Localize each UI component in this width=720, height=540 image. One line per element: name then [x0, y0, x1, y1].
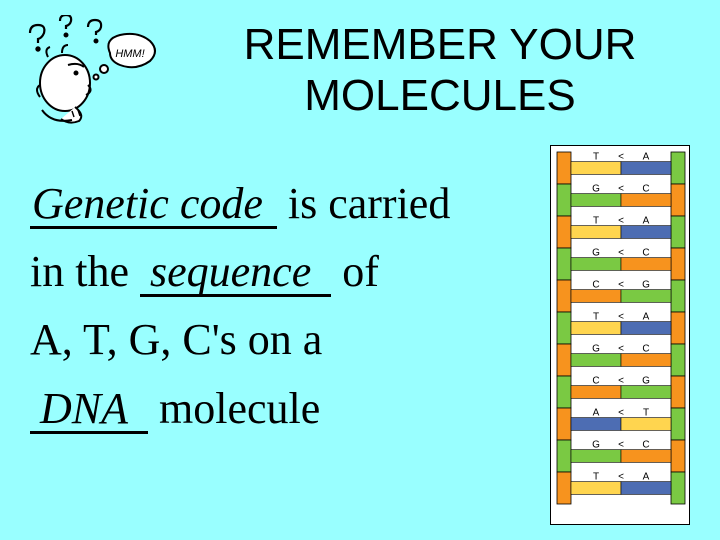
title-line-1: REMEMBER YOUR	[200, 20, 680, 71]
svg-text:<: <	[618, 408, 624, 419]
svg-text:<: <	[618, 440, 624, 451]
svg-text:T: T	[593, 216, 599, 227]
svg-text:G: G	[592, 440, 600, 451]
svg-text:C: C	[592, 280, 599, 291]
svg-text:C: C	[642, 248, 649, 259]
line-4: DNA molecule	[30, 375, 550, 443]
line-2: in the sequence of	[30, 238, 550, 306]
svg-text:A: A	[643, 312, 650, 323]
svg-text:<: <	[618, 152, 624, 163]
svg-text:G: G	[592, 248, 600, 259]
svg-text:C: C	[592, 376, 599, 387]
svg-text:T: T	[593, 152, 599, 163]
svg-text:<: <	[618, 216, 624, 227]
svg-text:<: <	[618, 280, 624, 291]
svg-text:C: C	[642, 440, 649, 451]
svg-text:G: G	[592, 344, 600, 355]
svg-text:<: <	[618, 312, 624, 323]
line4-suffix: molecule	[148, 384, 320, 433]
svg-text:C: C	[642, 344, 649, 355]
svg-text:<: <	[618, 248, 624, 259]
svg-text:<: <	[618, 376, 624, 387]
slide-title: REMEMBER YOUR MOLECULES	[200, 20, 680, 121]
svg-text:T: T	[593, 312, 599, 323]
thinking-man-illustration: HMM!	[20, 15, 170, 125]
thought-bubble-text: HMM!	[115, 48, 144, 60]
line-1: Genetic code is carried	[30, 170, 550, 238]
svg-text:A: A	[643, 216, 650, 227]
text-after-blank1: is carried	[277, 179, 450, 228]
line-3: A, T, G, C's on a	[30, 306, 550, 374]
svg-text:A: A	[643, 472, 650, 483]
svg-text:<: <	[618, 472, 624, 483]
svg-text:C: C	[642, 184, 649, 195]
blank-3-answer: DNA	[38, 387, 130, 434]
svg-text:A: A	[643, 152, 650, 163]
svg-text:G: G	[592, 184, 600, 195]
dna-diagram: T < A G < C T < A G < C C < G T < A G < C C < G A < T G < C T < A	[550, 145, 690, 525]
blank-2-answer: sequence	[148, 250, 313, 297]
svg-text:G: G	[642, 280, 650, 291]
svg-text:G: G	[642, 376, 650, 387]
blank-1-answer: Genetic code	[30, 182, 265, 229]
svg-text:T: T	[593, 472, 599, 483]
title-line-2: MOLECULES	[200, 71, 680, 122]
svg-text:<: <	[618, 344, 624, 355]
svg-text:A: A	[593, 408, 600, 419]
svg-text:<: <	[618, 184, 624, 195]
body-text: Genetic code is carried in the sequence …	[30, 170, 550, 443]
line2-suffix: of	[331, 247, 379, 296]
svg-text:T: T	[643, 408, 649, 419]
line2-prefix: in the	[30, 247, 140, 296]
